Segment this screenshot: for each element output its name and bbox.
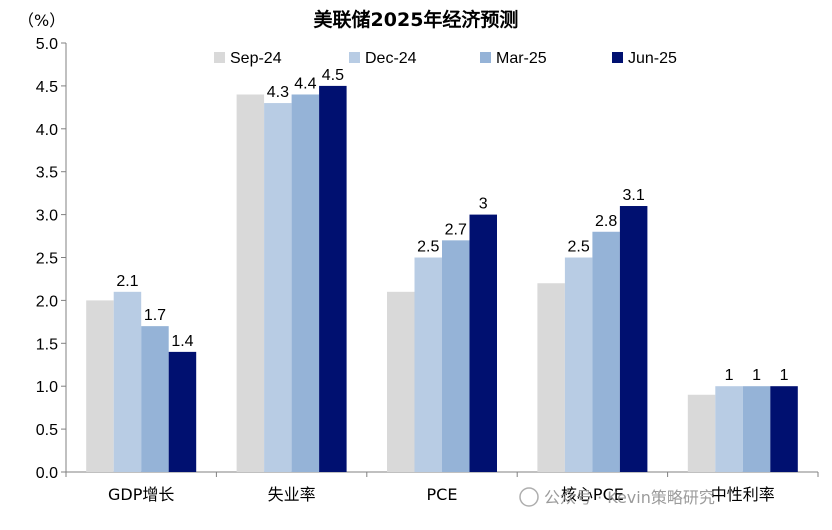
bar <box>619 206 648 472</box>
bar <box>86 300 114 472</box>
data-label: 2.5 <box>568 239 590 256</box>
y-tick-label: 2.0 <box>36 293 58 310</box>
x-category-label: PCE <box>427 485 458 504</box>
x-category-label: 失业率 <box>268 485 316 504</box>
bar <box>319 85 347 473</box>
watermark-logo-icon <box>519 487 539 507</box>
bar <box>442 240 470 472</box>
y-tick-label: 1.5 <box>36 336 58 353</box>
y-tick-label: 4.5 <box>36 79 58 96</box>
bar <box>564 257 593 472</box>
bar <box>414 257 442 472</box>
legend-label: Sep-24 <box>230 50 282 67</box>
axes: 0.0 0.5 1.0 1.5 2.0 2.5 3.0 3.5 4.0 4.5 5.0 GDP增长 失业… <box>36 36 819 504</box>
y-tick-label: 0.0 <box>36 465 58 482</box>
data-labels: 2.1 1.7 1.4 4.3 4.4 4.5 2.5 2.7 3 2.5 2.8 3.1 1 1 1 <box>116 67 788 384</box>
legend-swatch <box>612 52 623 63</box>
x-category-label: 中性利率 <box>711 485 775 504</box>
y-tick-label: 3.5 <box>36 165 58 182</box>
y-axis-unit: （%） <box>18 11 65 30</box>
legend-label: Mar-25 <box>496 50 547 67</box>
bar <box>291 94 320 472</box>
legend: Sep-24 Dec-24 Mar-25 Jun-25 <box>214 50 677 67</box>
chart-title: 美联储2025年经济预测 <box>314 8 519 31</box>
y-tick-label: 3.0 <box>36 208 58 225</box>
bar <box>715 386 743 472</box>
bar <box>770 386 798 472</box>
y-tick-label: 5.0 <box>36 36 58 53</box>
bar <box>168 351 197 472</box>
x-category-label: 核心PCE <box>561 485 624 504</box>
data-label: 4.5 <box>322 67 344 84</box>
bar <box>742 386 771 472</box>
legend-swatch <box>214 52 225 63</box>
y-tick-label: 4.0 <box>36 122 58 139</box>
legend-swatch <box>349 52 360 63</box>
data-label: 1 <box>780 367 789 384</box>
data-label: 3 <box>479 196 488 213</box>
legend-label: Jun-25 <box>628 50 677 67</box>
bar <box>236 94 265 472</box>
legend-label: Dec-24 <box>365 50 417 67</box>
data-label: 4.3 <box>267 84 289 101</box>
bar <box>264 103 292 472</box>
bar <box>141 326 169 472</box>
watermark-text: 公众号 · Kevin策略研究 <box>544 488 715 507</box>
legend-swatch <box>480 52 491 63</box>
y-tick-label: 1.0 <box>36 379 58 396</box>
data-label: 1.4 <box>171 333 193 350</box>
data-label: 2.5 <box>417 239 439 256</box>
bar <box>687 394 716 472</box>
y-tick-label: 0.5 <box>36 422 58 439</box>
x-category-label: GDP增长 <box>108 485 174 504</box>
data-label: 1 <box>752 367 761 384</box>
bar <box>469 214 497 472</box>
bar <box>592 231 620 472</box>
data-label: 1 <box>725 367 734 384</box>
bar <box>387 291 415 472</box>
watermark: 公众号 · Kevin策略研究 <box>519 487 715 507</box>
bars <box>86 85 798 473</box>
bar <box>113 291 142 472</box>
bar <box>537 283 565 472</box>
data-label: 2.1 <box>116 273 138 290</box>
data-label: 1.7 <box>144 307 166 324</box>
data-label: 3.1 <box>623 187 645 204</box>
data-label: 4.4 <box>294 75 316 92</box>
y-tick-label: 2.5 <box>36 251 58 268</box>
data-label: 2.7 <box>445 221 467 238</box>
data-label: 2.8 <box>595 213 617 230</box>
